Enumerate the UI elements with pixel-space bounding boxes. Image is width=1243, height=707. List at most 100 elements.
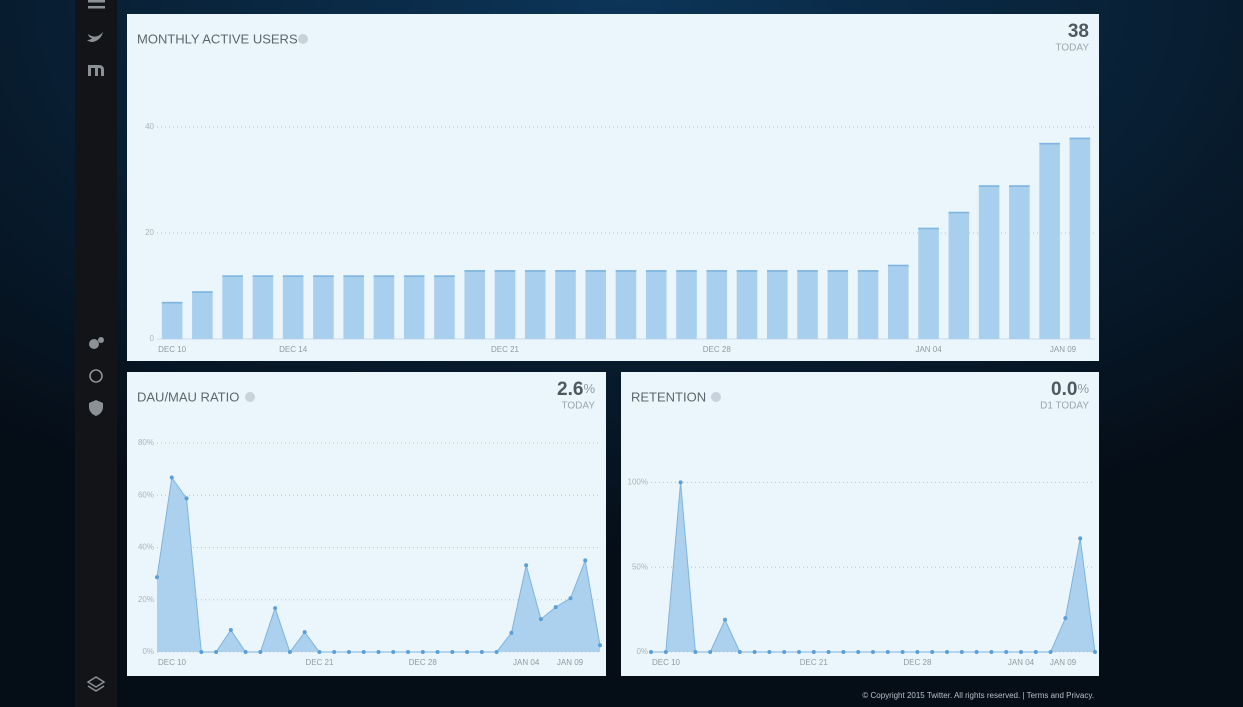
- point: [871, 650, 875, 654]
- settings-icon[interactable]: [89, 339, 99, 349]
- point: [243, 650, 248, 654]
- bar: [434, 275, 455, 339]
- bar: [494, 270, 516, 339]
- bar: [252, 275, 274, 339]
- point: [930, 650, 935, 654]
- footer: © Copyright 2015 Twitter. All rights res…: [862, 691, 1094, 700]
- point: [598, 643, 602, 648]
- bar: [615, 270, 637, 339]
- help-icon[interactable]: [298, 34, 308, 44]
- x-tick-label: JAN 09: [557, 658, 584, 667]
- x-tick-label: JAN 04: [1008, 658, 1035, 667]
- point: [273, 606, 278, 611]
- x-tick-label: DEC 21: [491, 345, 520, 354]
- point: [583, 558, 588, 563]
- list-icon[interactable]: [88, 0, 105, 3]
- bar: [948, 211, 970, 339]
- point: [1093, 650, 1097, 654]
- sidebar: [75, 0, 117, 707]
- bar: [797, 270, 818, 339]
- headline-value: 0.0: [1051, 379, 1077, 400]
- point: [450, 650, 455, 654]
- point: [361, 650, 366, 654]
- y-tick-label: 60%: [138, 490, 154, 499]
- headline: 0.0%: [1051, 379, 1089, 400]
- point: [1019, 650, 1023, 654]
- settings-icon: [98, 337, 104, 343]
- bar: [888, 264, 909, 339]
- bar: [313, 275, 334, 339]
- point: [391, 650, 396, 654]
- help-icon[interactable]: [245, 392, 255, 402]
- point: [900, 650, 905, 654]
- bar: [706, 270, 728, 339]
- x-tick-label: DEC 28: [703, 345, 732, 354]
- point: [856, 650, 861, 654]
- y-tick-label: 80%: [138, 438, 154, 447]
- point: [406, 650, 411, 654]
- point: [915, 650, 920, 654]
- headline-unit: %: [583, 381, 595, 396]
- point: [678, 480, 683, 485]
- x-tick-label: DEC 21: [800, 658, 829, 667]
- chart-title: RETENTION: [631, 389, 706, 404]
- list-icon: [88, 6, 105, 9]
- layers-icon[interactable]: [86, 676, 106, 692]
- point: [169, 475, 174, 480]
- bar: [1039, 142, 1060, 339]
- point: [494, 650, 499, 654]
- point: [317, 650, 322, 654]
- bar: [1069, 137, 1091, 339]
- point: [959, 650, 964, 654]
- point: [782, 650, 787, 654]
- twitter-icon[interactable]: [87, 32, 103, 42]
- bar: [978, 185, 1000, 339]
- point: [1078, 536, 1083, 541]
- point: [524, 563, 529, 568]
- point: [841, 650, 846, 654]
- x-tick-label: DEC 10: [652, 658, 681, 667]
- bar: [767, 270, 788, 339]
- help-icon[interactable]: [711, 392, 721, 402]
- bar: [1009, 185, 1030, 339]
- bar: [373, 275, 395, 339]
- point: [723, 617, 727, 622]
- y-tick-label: 40: [145, 122, 154, 131]
- y-tick-label: 20: [145, 228, 154, 237]
- point: [811, 650, 816, 654]
- point: [479, 650, 484, 654]
- point: [184, 496, 189, 501]
- area: [157, 477, 600, 652]
- bar: [161, 301, 183, 339]
- point: [435, 650, 440, 654]
- bar: [403, 275, 425, 339]
- point: [649, 650, 653, 654]
- y-tick-label: 40%: [138, 543, 154, 552]
- y-tick-label: 20%: [138, 595, 154, 604]
- point: [465, 650, 470, 654]
- point: [1048, 650, 1053, 654]
- point: [199, 650, 204, 654]
- point: [214, 650, 219, 654]
- point: [708, 650, 713, 654]
- bar: [857, 270, 879, 339]
- point: [538, 617, 543, 622]
- download-icon[interactable]: [89, 369, 103, 383]
- shield-icon[interactable]: [89, 400, 103, 416]
- point: [826, 650, 831, 654]
- y-tick-label: 0%: [636, 647, 648, 656]
- x-tick-label: JAN 09: [1050, 345, 1077, 354]
- point: [885, 650, 890, 654]
- m-icon[interactable]: [88, 65, 104, 76]
- x-tick-label: DEC 21: [305, 658, 334, 667]
- headline-label: TODAY: [561, 401, 595, 412]
- x-tick-label: DEC 10: [158, 345, 187, 354]
- bar: [585, 270, 607, 339]
- bar: [676, 270, 697, 339]
- point: [346, 650, 351, 654]
- bar: [736, 270, 758, 339]
- bar: [282, 275, 304, 339]
- point: [376, 650, 381, 654]
- bar: [555, 270, 576, 339]
- y-tick-label: 100%: [628, 478, 648, 487]
